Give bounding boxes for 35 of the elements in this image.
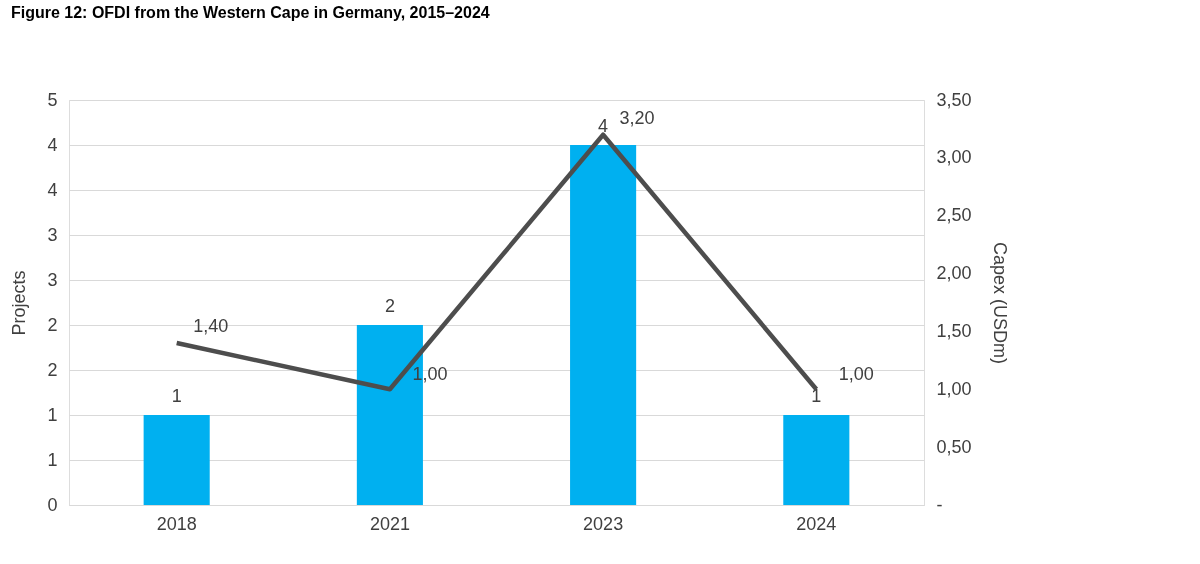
y-axis-title: Projects [9, 270, 30, 336]
y2-tick-label: 1,50 [936, 320, 972, 341]
y2-tick-label: 1,00 [936, 378, 972, 399]
x-tick-label: 2021 [369, 513, 410, 534]
y-tick-label: 0 [47, 494, 58, 515]
data-label: 4 [598, 116, 609, 136]
x-tick-label: 2018 [156, 513, 197, 534]
y2-tick-label: 2,50 [936, 205, 972, 226]
y2-tick-label: 0,50 [936, 436, 972, 457]
x-tick-label: 2024 [796, 513, 837, 534]
data-label: 1 [171, 386, 182, 406]
y2-tick-label: 2,00 [936, 263, 972, 284]
data-label: 2 [384, 296, 395, 316]
data-label: 1,00 [838, 364, 874, 385]
y-tick-label: 1 [47, 404, 58, 425]
y-tick-label: 2 [47, 314, 58, 335]
y2-axis-title: Capex (USDm) [989, 241, 1010, 365]
y2-tick-label: 3,50 [936, 89, 972, 110]
y-tick-label: 1 [47, 449, 58, 470]
bar [783, 415, 850, 505]
y-tick-label: 3 [47, 269, 58, 290]
y-tick-label: 4 [47, 134, 58, 155]
y2-tick-label: - [936, 494, 943, 515]
y-tick-label: 5 [47, 89, 58, 110]
data-label: 1 [811, 386, 822, 406]
y-tick-label: 2 [47, 359, 58, 380]
data-label: 3,20 [619, 107, 655, 128]
y-tick-label: 3 [47, 224, 58, 245]
bar [143, 415, 210, 505]
bar [570, 145, 637, 505]
y-tick-label: 4 [47, 179, 58, 200]
chart-title: Figure 12: OFDI from the Western Cape in Germany, 2015–2024 [10, 4, 490, 21]
y2-tick-label: 3,00 [936, 147, 972, 168]
x-tick-label: 2023 [583, 513, 624, 534]
data-label: 1,40 [193, 316, 229, 336]
